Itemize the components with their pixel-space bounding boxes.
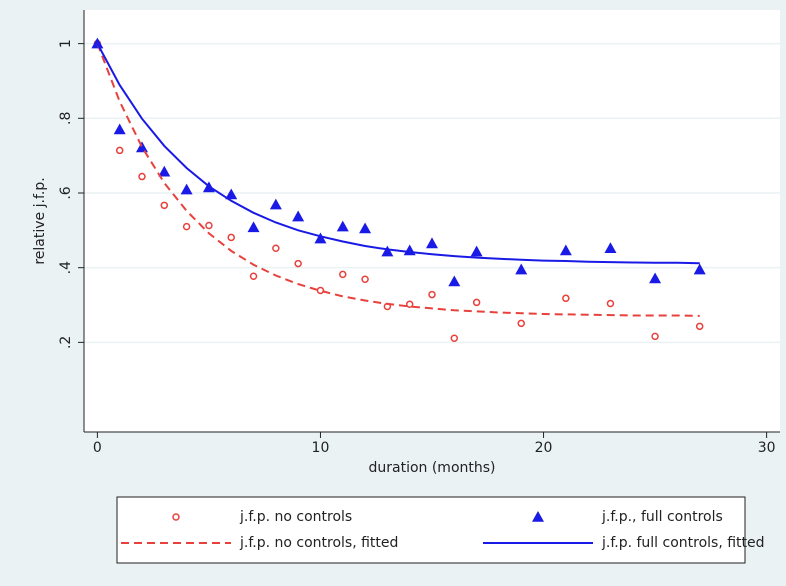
data-point bbox=[316, 286, 325, 295]
data-point bbox=[559, 244, 572, 256]
data-point bbox=[695, 322, 704, 331]
data-point bbox=[450, 334, 459, 343]
y-axis-title: relative j.f.p. bbox=[32, 177, 48, 264]
legend-symbol bbox=[532, 511, 544, 522]
data-point bbox=[91, 37, 104, 49]
x-tick-label: 20 bbox=[535, 440, 553, 456]
data-point bbox=[359, 222, 372, 234]
plot-area bbox=[84, 10, 780, 432]
data-point bbox=[225, 188, 238, 200]
data-point bbox=[113, 123, 126, 135]
data-point bbox=[651, 332, 659, 341]
data-point bbox=[269, 198, 282, 210]
data-point bbox=[249, 272, 258, 281]
data-point bbox=[517, 319, 525, 328]
x-tick-label: 10 bbox=[312, 440, 330, 456]
y-tick-label: .4 bbox=[58, 261, 74, 274]
data-point bbox=[227, 233, 235, 242]
data-point bbox=[158, 165, 171, 177]
y-tick-label: .6 bbox=[58, 186, 74, 199]
data-point bbox=[160, 201, 169, 210]
legend-label: j.f.p., full controls bbox=[601, 509, 723, 525]
data-point bbox=[361, 275, 369, 284]
data-point bbox=[247, 221, 260, 233]
fit-line bbox=[96, 43, 700, 317]
data-point bbox=[470, 245, 483, 257]
legend-label: j.f.p. no controls bbox=[239, 509, 352, 525]
data-point bbox=[336, 220, 349, 232]
data-point bbox=[115, 146, 124, 155]
data-point bbox=[649, 272, 662, 284]
data-point bbox=[138, 172, 146, 181]
data-point bbox=[428, 290, 436, 299]
y-tick-label: .8 bbox=[58, 112, 74, 125]
data-point bbox=[562, 294, 570, 303]
data-point bbox=[272, 244, 280, 253]
data-point bbox=[515, 263, 528, 275]
data-point bbox=[426, 237, 438, 249]
legend-symbol bbox=[172, 513, 180, 521]
data-point bbox=[180, 183, 193, 195]
y-tick-label: 1 bbox=[58, 39, 74, 48]
x-tick-label: 30 bbox=[758, 440, 776, 456]
data-point bbox=[182, 222, 191, 231]
data-point bbox=[472, 298, 481, 307]
data-point bbox=[405, 300, 414, 309]
legend-label: j.f.p. no controls, fitted bbox=[239, 535, 398, 551]
x-axis-title: duration (months) bbox=[368, 460, 495, 476]
data-point bbox=[693, 263, 706, 275]
fit-line bbox=[96, 43, 700, 265]
data-point bbox=[604, 242, 617, 254]
legend-label: j.f.p. full controls, fitted bbox=[601, 535, 765, 551]
y-tick-label: .2 bbox=[58, 336, 74, 349]
data-point bbox=[606, 299, 615, 308]
data-point bbox=[314, 232, 327, 244]
x-tick-label: 0 bbox=[93, 440, 102, 456]
data-point bbox=[381, 245, 394, 257]
data-point bbox=[294, 259, 302, 268]
data-point bbox=[136, 141, 148, 153]
data-point bbox=[448, 275, 461, 287]
legend-box bbox=[116, 496, 746, 564]
data-point bbox=[339, 270, 347, 279]
data-point bbox=[205, 221, 213, 230]
data-point bbox=[292, 210, 305, 222]
